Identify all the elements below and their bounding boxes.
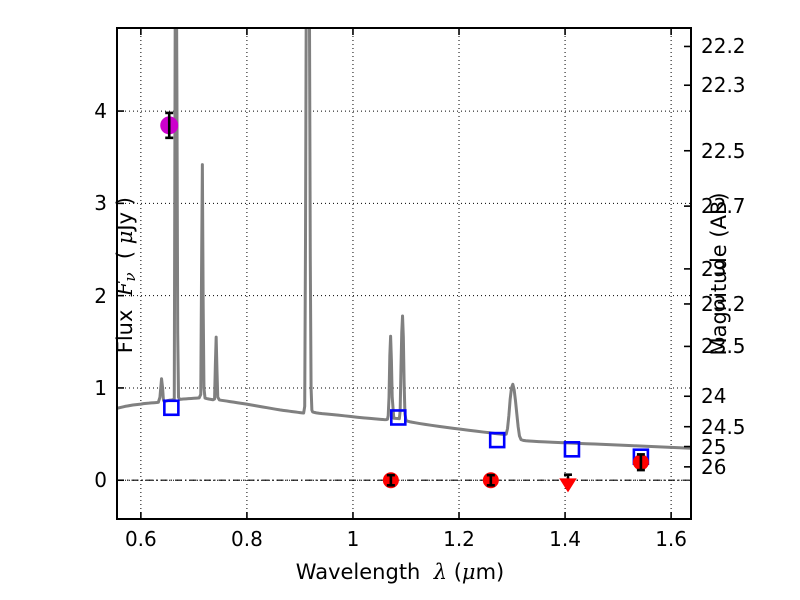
y-tick-label-left: 0 bbox=[94, 468, 107, 493]
y-tick-label-right: 24.5 bbox=[701, 414, 746, 439]
model-photometry-square bbox=[389, 409, 407, 426]
x-tick-label: 1.4 bbox=[549, 527, 581, 551]
y-tick-label-right: 23.5 bbox=[701, 334, 746, 359]
y-axis-label-right-text: Magnitude (AB) bbox=[707, 192, 731, 356]
y-tick-label-right: 22.3 bbox=[701, 73, 746, 98]
plot-frame bbox=[116, 27, 692, 520]
x-tick-label: 1 bbox=[346, 527, 360, 551]
axes-frame bbox=[116, 27, 692, 520]
y-tick-label-right: 23 bbox=[701, 256, 727, 281]
y-tick-label-right: 22.5 bbox=[701, 138, 746, 163]
y-tick-label-right: 24 bbox=[701, 384, 727, 409]
x-tick-label: 0.6 bbox=[124, 527, 157, 551]
model-photometry-square bbox=[563, 441, 581, 458]
y-axis-label-right: Magnitude (AB) bbox=[707, 39, 731, 509]
x-tick-label: 1.6 bbox=[655, 527, 688, 551]
axis-ticks bbox=[117, 28, 691, 519]
spectrum-line bbox=[117, 28, 691, 450]
spectrum-curve bbox=[117, 28, 691, 450]
y-tick-label-right: 25 bbox=[701, 434, 727, 459]
y-tick-label-left: 2 bbox=[94, 283, 107, 308]
y-axis-label-left: Flux Fν ( μJy ) bbox=[112, 197, 140, 354]
y-tick-label-left: 1 bbox=[94, 375, 107, 400]
upper-limit-triangle bbox=[559, 478, 577, 493]
y-tick-label-right: 22.7 bbox=[701, 194, 746, 219]
y-tick-label-right: 23.2 bbox=[701, 291, 746, 316]
x-tick-label: 0.8 bbox=[231, 527, 263, 551]
y-tick-label-right: 26 bbox=[701, 454, 727, 479]
x-axis-label: Wavelength λ (μm) bbox=[295, 560, 505, 584]
x-tick-label: 1.2 bbox=[443, 527, 475, 551]
y-tick-label-right: 22.2 bbox=[701, 34, 746, 59]
y-tick-label-left: 3 bbox=[94, 191, 107, 216]
data-markers bbox=[160, 111, 650, 493]
model-photometry-square bbox=[163, 399, 180, 417]
y-tick-label-left: 4 bbox=[94, 99, 107, 124]
model-photometry-square bbox=[488, 431, 506, 449]
